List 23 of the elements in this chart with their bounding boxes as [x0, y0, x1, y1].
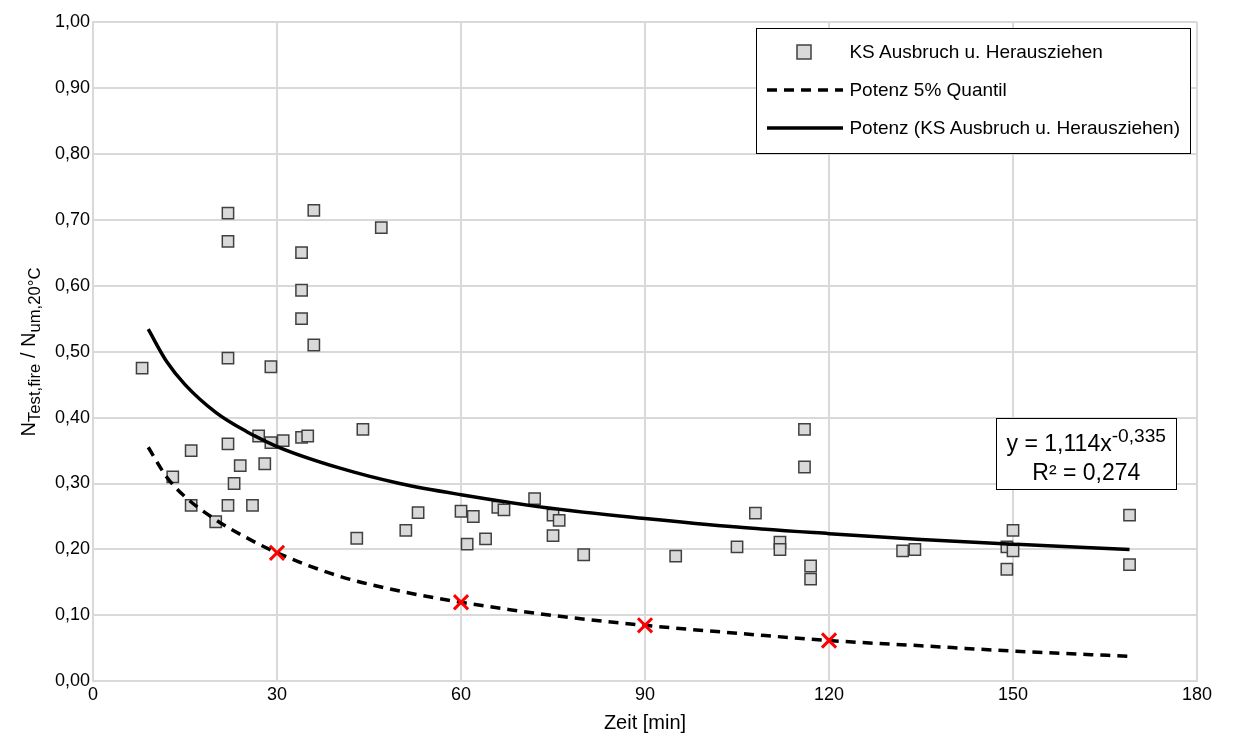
annotation: R² = 0,274 [1031, 458, 1142, 488]
y-tick-label: 0,60 [54, 274, 91, 295]
x-tick-label: 180 [1181, 684, 1213, 705]
y-tick-label: 0,90 [54, 76, 91, 97]
y-tick-label: 0,50 [54, 340, 91, 361]
legend-label: KS Ausbruch u. Herausziehen [849, 39, 1103, 64]
y-tick-label: 0,30 [54, 472, 91, 493]
x-tick-label: 90 [635, 684, 656, 705]
x-tick-label: 150 [997, 684, 1029, 705]
y-tick-label: 0,70 [54, 208, 91, 229]
x-axis-title: Zeit [min] [603, 710, 687, 733]
annotation: y = 1,114x$^{-0,335}$ [1006, 423, 1166, 458]
x-tick-label: 120 [813, 684, 845, 705]
x-tick-label: 60 [451, 684, 472, 705]
x-tick-label: 0 [88, 684, 99, 705]
y-tick-label: 0,20 [54, 538, 91, 559]
x-tick-label: 30 [267, 684, 288, 705]
y-tick-label: 0,80 [54, 142, 91, 163]
legend-label: Potenz (KS Ausbruch u. Herausziehen) [849, 115, 1180, 140]
y-tick-label: 1,00 [54, 10, 91, 31]
y-tick-label: 0,40 [54, 406, 91, 427]
y-tick-label: 0,10 [54, 604, 91, 625]
legend-label: Potenz 5% Quantil [849, 77, 1007, 102]
